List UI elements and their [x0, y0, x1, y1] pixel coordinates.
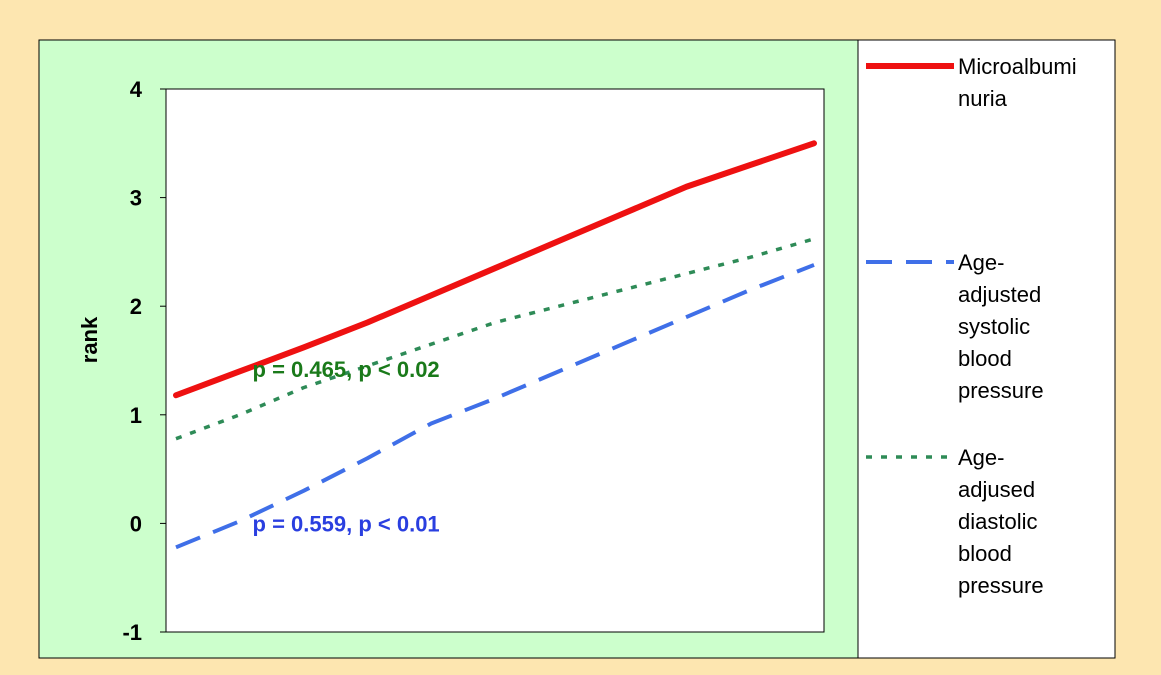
- legend: Microalbumi nuria Age-adjusted systolic bloo…: [866, 54, 1077, 598]
- legend-label-2: diastolic: [958, 509, 1037, 534]
- annotations: p = 0.465, p < 0.02 p = 0.559, p < 0.01: [253, 357, 440, 536]
- y-tick-label: -1: [122, 620, 142, 645]
- series-layer: [173, 140, 817, 550]
- legend-label-2: adjused: [958, 477, 1035, 502]
- y-tick-label: 0: [130, 511, 142, 536]
- legend-label-1: blood: [958, 346, 1012, 371]
- legend-label-2: pressure: [958, 573, 1044, 598]
- legend-label-1: Age-: [958, 250, 1004, 275]
- y-tick-label: 1: [130, 403, 142, 428]
- annotation-0: p = 0.465, p < 0.02: [253, 357, 440, 382]
- legend-label-1: pressure: [958, 378, 1044, 403]
- y-tick-label: 4: [130, 77, 143, 102]
- annotation-1: p = 0.559, p < 0.01: [253, 511, 440, 536]
- series-line-1: [175, 263, 815, 550]
- legend-label-1: systolic: [958, 314, 1030, 339]
- y-axis-label: rank: [77, 316, 102, 363]
- legend-label-0: nuria: [958, 86, 1008, 111]
- y-tick-label: 2: [130, 294, 142, 319]
- y-tick-label: 3: [130, 186, 142, 211]
- legend-label-0: Microalbumi: [958, 54, 1077, 79]
- legend-label-2: Age-: [958, 445, 1004, 470]
- y-axis: 4 3 2 1 0 -1: [122, 77, 166, 645]
- legend-box: [857, 39, 1116, 659]
- legend-label-1: adjusted: [958, 282, 1041, 307]
- series-line-2: [175, 237, 815, 441]
- legend-label-2: blood: [958, 541, 1012, 566]
- series-line-0: [173, 140, 817, 399]
